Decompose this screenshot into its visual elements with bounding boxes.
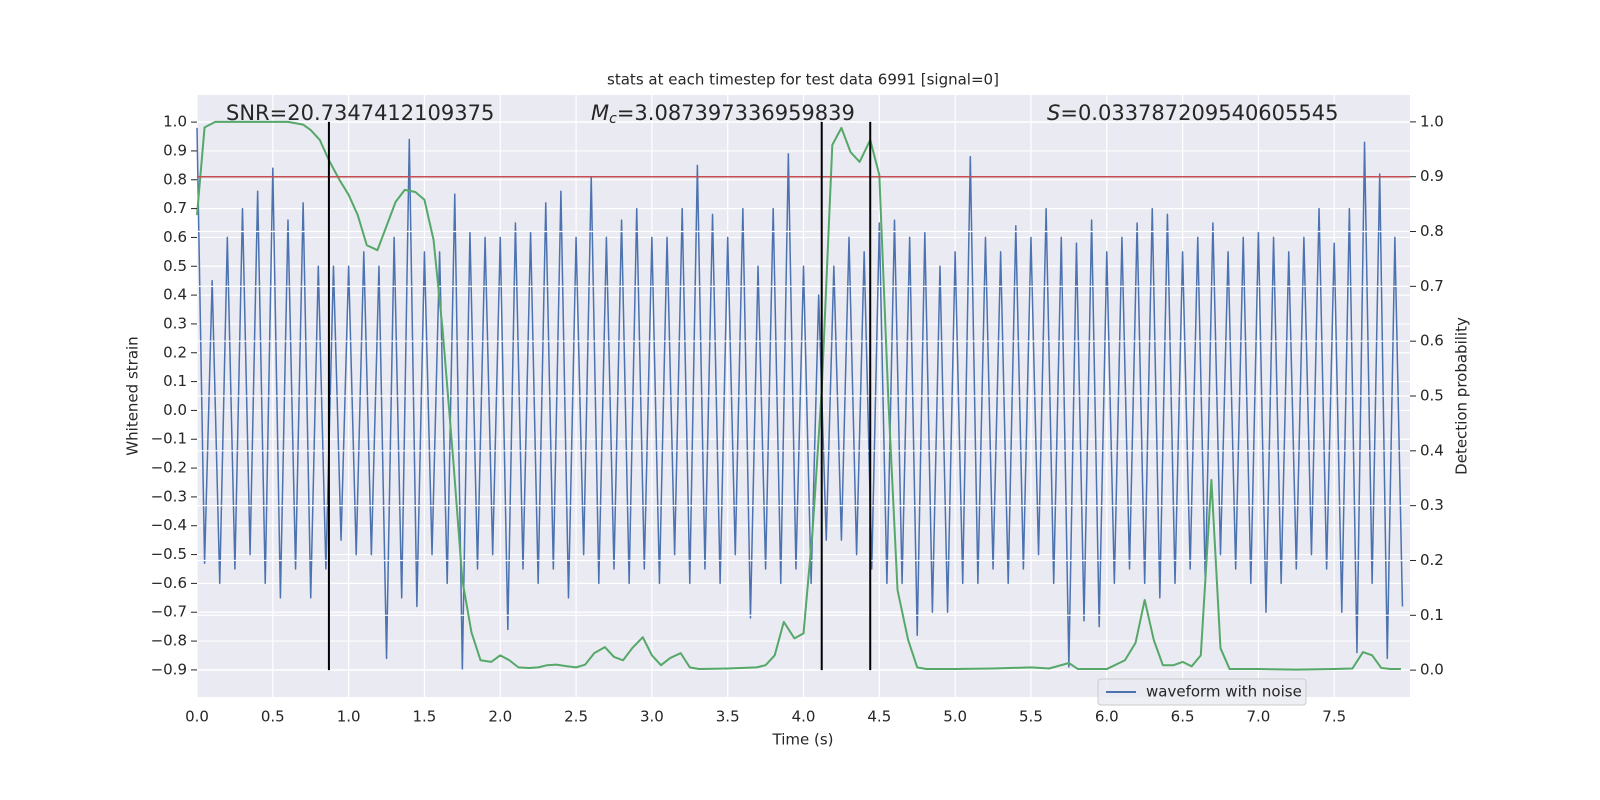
y2-tick-label: 0.1 [1420, 606, 1444, 624]
y-tick-label: −0.3 [151, 487, 187, 505]
y-tick-label: −0.2 [151, 459, 187, 477]
y-tick-label: 0.8 [163, 170, 187, 188]
y-tick-label: 0.6 [163, 228, 187, 246]
x-tick-label: 6.0 [1095, 708, 1119, 726]
y2-tick-label: 0.2 [1420, 551, 1444, 569]
annotation-text: =3.087397336959839 [617, 101, 855, 125]
y2-tick-label: 0.6 [1420, 332, 1444, 350]
annotation: S=0.033787209540605545 [1047, 101, 1338, 125]
annotation-text: SNR=20.7347412109375 [226, 101, 494, 125]
y-tick-label: −0.1 [151, 430, 187, 448]
y2-tick-label: 0.8 [1420, 222, 1444, 240]
legend: waveform with noise [1097, 678, 1307, 706]
over-layer: SNR=20.7347412109375 Mc=3.087397336959839… [196, 101, 1410, 706]
data-layer [196, 127, 1404, 671]
y-tick-label: 0.1 [163, 372, 187, 390]
x-tick-label: 3.5 [716, 708, 740, 726]
x-tick-label: 1.5 [413, 708, 437, 726]
y-tick-label: 0.5 [163, 257, 187, 275]
x-tick-label: 6.5 [1171, 708, 1195, 726]
y-tick-label: 0.7 [163, 199, 187, 217]
y-tick-label: 1.0 [163, 113, 187, 131]
y-tick-label: 0.0 [163, 401, 187, 419]
y2-tick-label: 0.7 [1420, 277, 1444, 295]
annotation-subscript: c [609, 111, 617, 127]
x-tick-label: 4.5 [867, 708, 891, 726]
y-tick-label: −0.9 [151, 660, 187, 678]
y-tick-label: −0.5 [151, 545, 187, 563]
chart-title: stats at each timestep for test data 699… [607, 71, 999, 89]
x-tick-label: 3.0 [640, 708, 664, 726]
y-tick-label: −0.4 [151, 516, 187, 534]
waveform-line [196, 127, 1404, 671]
probability-line [196, 120, 1401, 671]
y2-axis-label: Detection probability [1453, 317, 1471, 475]
annotation-text: =0.033787209540605545 [1060, 101, 1338, 125]
annotation: Mc=3.087397336959839 [591, 101, 855, 127]
y-tick-label: −0.6 [151, 574, 187, 592]
x-axis-label: Time (s) [772, 731, 834, 749]
y-tick-label: −0.8 [151, 632, 187, 650]
x-tick-label: 5.0 [943, 708, 967, 726]
x-tick-label: 2.0 [488, 708, 512, 726]
y-tick-label: 0.3 [163, 314, 187, 332]
x-tick-label: 4.0 [792, 708, 816, 726]
y-tick-label: 0.4 [163, 286, 187, 304]
legend-label: waveform with noise [1146, 683, 1302, 701]
annotation: SNR=20.7347412109375 [226, 101, 494, 125]
x-tick-label: 5.5 [1019, 708, 1043, 726]
x-tick-label: 7.0 [1246, 708, 1270, 726]
annotation-symbol: M [591, 101, 609, 125]
y2-tick-label: 0.4 [1420, 441, 1444, 459]
y-tick-label: 0.9 [163, 141, 187, 159]
x-tick-label: 7.5 [1322, 708, 1346, 726]
y-tick-label: −0.7 [151, 603, 187, 621]
y2-tick-label: 0.5 [1420, 387, 1444, 405]
x-tick-label: 2.5 [564, 708, 588, 726]
y2-tick-label: 0.9 [1420, 167, 1444, 185]
y-tick-label: 0.2 [163, 343, 187, 361]
x-tick-label: 0.5 [261, 708, 285, 726]
y2-tick-label: 0.0 [1420, 661, 1444, 679]
y2-tick-label: 0.3 [1420, 496, 1444, 514]
legend-box [1097, 678, 1307, 706]
x-tick-label: 1.0 [337, 708, 361, 726]
x-tick-label: 0.0 [185, 708, 209, 726]
y2-tick-label: 1.0 [1420, 112, 1444, 130]
y-axis-label: Whitened strain [124, 336, 142, 455]
annotation-symbol: S [1047, 101, 1060, 125]
